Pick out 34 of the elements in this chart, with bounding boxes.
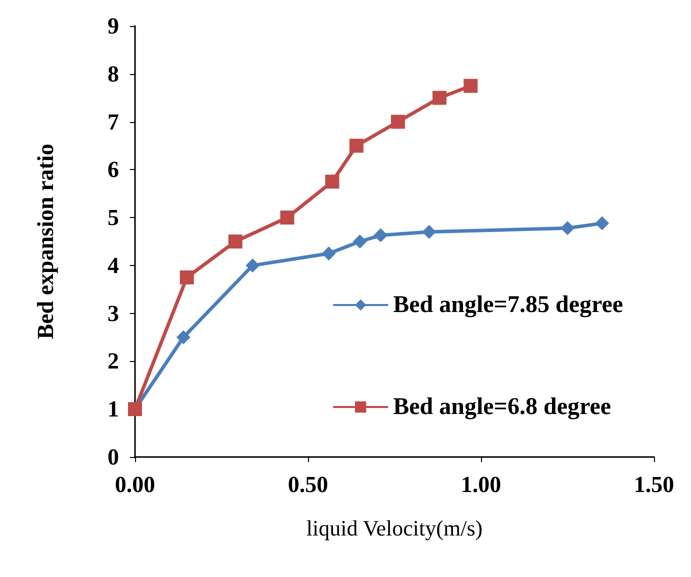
point [464, 78, 478, 93]
point [374, 228, 388, 242]
point [560, 221, 574, 236]
point [246, 258, 260, 272]
point [280, 210, 294, 225]
y-tick-label: 0 [108, 444, 119, 470]
y-tick-label: 4 [108, 252, 120, 278]
point [228, 234, 242, 248]
y-tick-label: 8 [108, 61, 119, 86]
y-axis-title: Bed expansion ratio [33, 144, 58, 340]
point [432, 90, 446, 105]
point [390, 114, 405, 129]
y-tick-label: 3 [108, 300, 119, 326]
y-tick-label: 5 [108, 205, 119, 230]
point [349, 138, 364, 153]
legend-label: Bed angle=6.8 degree [393, 394, 612, 420]
point [180, 270, 194, 284]
y-tick-label: 2 [108, 348, 119, 374]
x-tick-label: 0.00 [114, 472, 156, 497]
point [176, 330, 190, 344]
x-axis-title: liquid Velocity(m/s) [306, 516, 483, 540]
point [595, 216, 610, 230]
y-tick-label: 7 [108, 109, 119, 134]
point [352, 234, 367, 248]
x-tick-label: 0.50 [288, 472, 328, 497]
y-tick-label: 9 [108, 14, 119, 38]
x-tick-label: 1.00 [460, 472, 502, 497]
x-tick-label: 1.50 [634, 472, 674, 497]
point [322, 246, 336, 260]
legend-label: Bed angle=7.85 degree [393, 292, 624, 318]
y-tick-label: 6 [108, 157, 119, 182]
point [325, 174, 340, 189]
point [422, 224, 436, 239]
y-tick-label: 1 [108, 396, 119, 422]
